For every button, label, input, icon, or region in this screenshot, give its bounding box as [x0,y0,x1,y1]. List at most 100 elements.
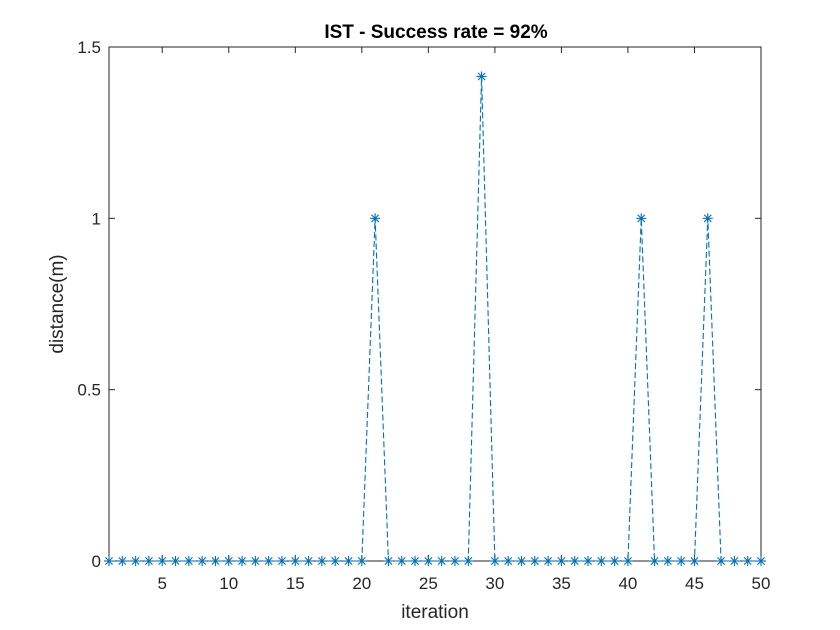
data-point-stroke [477,72,486,81]
y-axis-title: distance(m) [47,254,68,353]
data-point-stroke [384,557,393,565]
data-point [529,556,540,566]
data-point [569,556,580,566]
data-point [622,556,633,566]
data-point [476,71,487,82]
data-point-stroke [743,557,752,565]
x-tick-label: 5 [157,574,166,593]
data-point-stroke [344,557,353,565]
data-point-stroke [251,557,260,565]
data-point [143,556,154,566]
data-point [702,213,713,224]
data-point-stroke [437,557,446,565]
x-tick-label: 15 [286,574,305,593]
data-point [742,556,753,566]
data-point-stroke [610,557,619,565]
x-axis-title: iteration [401,602,469,623]
data-point-stroke [198,557,207,565]
data-point [516,556,527,566]
data-point [556,556,567,566]
data-point-stroke [291,557,300,565]
data-point [436,556,447,566]
data-point [649,556,660,566]
data-point-stroke [663,557,672,565]
x-tick-label: 45 [685,574,704,593]
data-point [343,556,354,566]
data-point-stroke [570,557,579,565]
data-point [223,556,234,566]
data-point [276,556,287,566]
series-layer [104,71,766,566]
data-point [130,556,141,566]
data-point [423,556,434,566]
data-point [356,556,367,566]
plot-area-frame [108,46,762,562]
data-point [689,556,700,566]
data-point-stroke [490,557,499,565]
data-point [210,556,221,566]
data-point-stroke [264,557,273,565]
data-point-stroke [690,557,699,565]
data-point-stroke [357,557,366,565]
data-point-stroke [144,557,153,565]
data-point [396,556,407,566]
data-point-stroke [371,214,380,223]
data-point-stroke [450,557,459,565]
data-point [489,556,500,566]
data-point [263,556,274,566]
y-tick-label: 1 [92,209,101,228]
data-point [183,556,194,566]
data-point [609,556,620,566]
axes: 5 10 15 20 25 30 35 40 45 50 0 0.5 1 1.5 [77,38,770,593]
x-tick-label: 40 [618,574,637,593]
data-point [583,556,594,566]
data-point-stroke [517,557,526,565]
data-point-stroke [597,557,606,565]
data-point [449,556,460,566]
data-point [383,556,394,566]
data-point [662,556,673,566]
data-point-stroke [211,557,220,565]
y-tick-label: 0.5 [77,381,101,400]
data-point [676,556,687,566]
data-point-stroke [184,557,193,565]
data-point [316,556,327,566]
data-point [250,556,261,566]
data-point-stroke [504,557,513,565]
data-point [170,556,181,566]
data-point [330,556,341,566]
data-point [117,556,128,566]
data-point-stroke [584,557,593,565]
series-line [109,76,761,562]
data-point-stroke [544,557,553,565]
data-point-stroke [317,557,326,565]
data-point [237,556,248,566]
data-point-stroke [158,557,167,565]
data-point-stroke [118,557,127,565]
data-point-stroke [131,557,140,565]
data-point-stroke [730,557,739,565]
data-point-stroke [530,557,539,565]
y-tick-label: 0 [92,552,101,571]
data-point [303,556,314,566]
data-point-stroke [224,557,233,565]
x-tick-label: 50 [752,574,771,593]
data-point [756,556,766,566]
data-point-stroke [677,557,686,565]
data-point [503,556,514,566]
data-point-stroke [623,557,632,565]
data-point [636,213,647,224]
data-point [370,213,381,224]
data-point [290,556,301,566]
data-point [410,556,421,566]
data-point-stroke [277,557,286,565]
data-point-stroke [397,557,406,565]
data-point-stroke [171,557,180,565]
y-tick-label: 1.5 [77,38,101,57]
data-point [157,556,168,566]
data-point [197,556,208,566]
x-tick-label: 10 [219,574,238,593]
data-point-stroke [238,557,247,565]
